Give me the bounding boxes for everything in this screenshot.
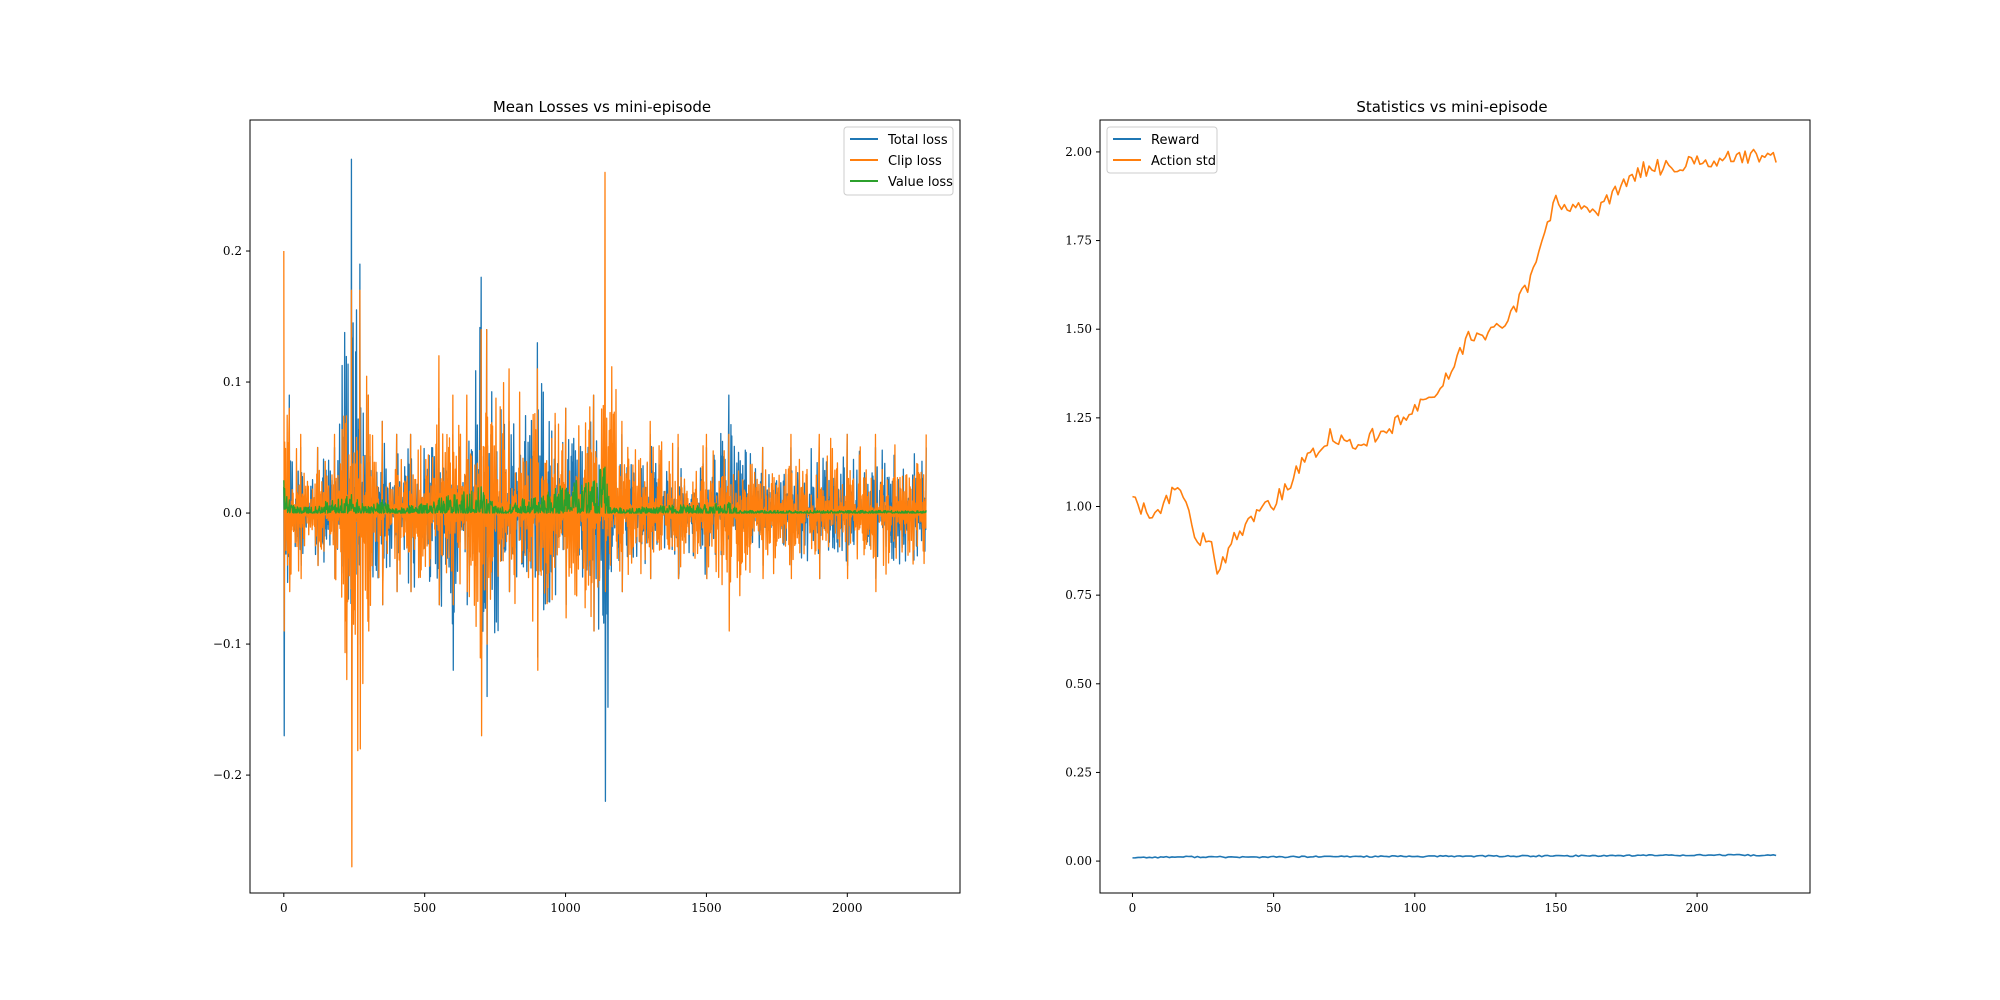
legend: Reward Action std [1106, 126, 1218, 174]
x-tick-label: 0 [1129, 901, 1137, 915]
x-tick-label: 1000 [550, 901, 581, 915]
axis-ticks: 0 500 1000 1500 2000 −0.2 −0.1 0.0 0.1 0.2 [213, 244, 863, 915]
series-line-value-loss [283, 466, 927, 514]
axis-ticks: 0 50 100 150 200 0.00 0.25 0.50 0.75 1.00 1.25 1.50… [1065, 145, 1708, 915]
plot-frame [1099, 119, 1811, 894]
x-tick-label: 200 [1686, 901, 1709, 915]
y-tick-label: 0.2 [223, 244, 242, 258]
y-tick-label: 1.75 [1065, 234, 1092, 248]
y-tick-label: 1.50 [1065, 322, 1092, 336]
series-layer [1132, 148, 1777, 859]
y-tick-label: 1.25 [1065, 411, 1092, 425]
y-tick-label: −0.2 [213, 768, 242, 782]
y-tick-label: 0.50 [1065, 677, 1092, 691]
y-tick-label: 0.1 [223, 375, 242, 389]
legend: Total loss Clip loss Value loss [843, 126, 954, 196]
series-line-reward [1132, 853, 1777, 859]
legend-label: Reward [1151, 133, 1199, 148]
losses-chart: Mean Losses vs mini-episode 0 500 1000 1500… [213, 98, 961, 915]
x-tick-label: 2000 [832, 901, 863, 915]
x-tick-label: 500 [413, 901, 436, 915]
x-tick-label: 0 [280, 901, 288, 915]
y-tick-label: 0.25 [1065, 765, 1092, 779]
y-tick-label: 1.00 [1065, 500, 1092, 514]
x-tick-label: 150 [1544, 901, 1567, 915]
legend-label: Action std [1151, 154, 1216, 169]
x-tick-label: 1500 [691, 901, 722, 915]
chart-title: Mean Losses vs mini-episode [493, 98, 711, 116]
legend-label: Total loss [887, 133, 948, 148]
y-tick-label: 0.0 [223, 506, 242, 520]
y-tick-label: 2.00 [1065, 145, 1092, 159]
x-tick-label: 50 [1266, 901, 1281, 915]
legend-box [843, 126, 954, 196]
y-tick-label: 0.75 [1065, 588, 1092, 602]
statistics-chart: Statistics vs mini-episode 0 50 100 150 2000… [1065, 98, 1811, 915]
series-line-action-std [1132, 148, 1777, 575]
legend-label: Value loss [888, 175, 953, 190]
x-tick-label: 100 [1403, 901, 1426, 915]
chart-title: Statistics vs mini-episode [1356, 98, 1547, 116]
y-tick-label: 0.00 [1065, 854, 1092, 868]
series-layer [283, 158, 927, 868]
legend-label: Clip loss [888, 154, 942, 169]
plot-frame [249, 119, 961, 894]
y-tick-label: −0.1 [213, 637, 242, 651]
